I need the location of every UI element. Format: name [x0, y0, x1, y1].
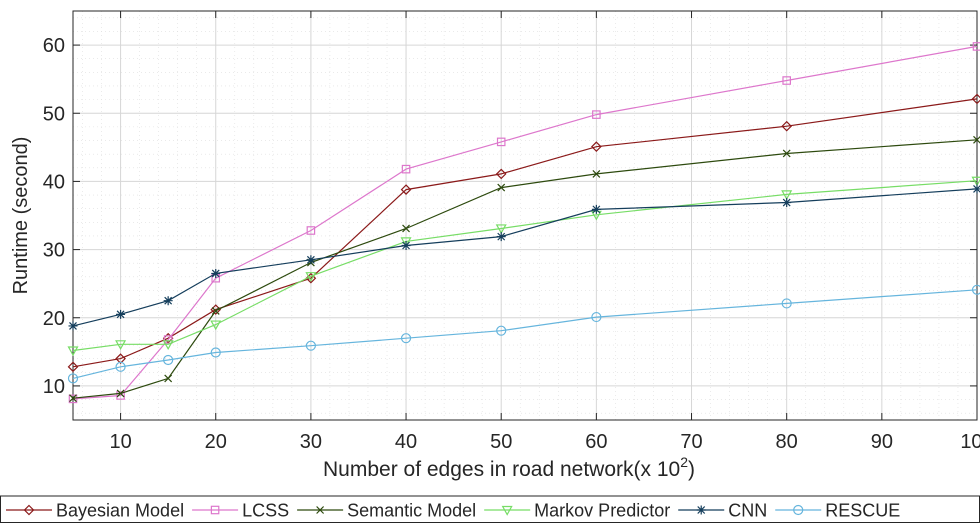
x-tick-label: 90 [871, 431, 893, 453]
x-tick-label: 70 [680, 431, 702, 453]
data-point-cnn [402, 241, 411, 250]
x-axis-label: Number of edges in road network(x 102) [323, 454, 695, 481]
y-tick-label: 60 [43, 35, 65, 57]
y-tick-label: 10 [43, 376, 65, 398]
data-point-cnn [211, 269, 220, 278]
x-tick-label: 10 [109, 431, 131, 453]
x-tick-label: 30 [300, 431, 322, 453]
y-tick-label: 50 [43, 103, 65, 125]
legend-label-semantic-model: Semantic Model [347, 501, 476, 521]
y-tick-label: 30 [43, 240, 65, 262]
x-tick-label: 60 [585, 431, 607, 453]
data-point-cnn [782, 198, 791, 207]
legend-marker-cnn [697, 506, 706, 515]
y-tick-label: 40 [43, 171, 65, 193]
x-axis-label-close: ) [688, 458, 695, 481]
data-point-cnn [116, 310, 125, 319]
data-point-cnn [592, 205, 601, 214]
legend-label-rescue: RESCUE [825, 501, 900, 521]
x-tick-label: 100 [960, 431, 980, 453]
data-point-cnn [497, 232, 506, 241]
data-point-cnn [164, 296, 173, 305]
legend-label-cnn: CNN [728, 501, 767, 521]
x-tick-label: 40 [395, 431, 417, 453]
x-axis-label-main: Number of edges in road network(x 10 [323, 458, 680, 481]
y-axis-label: Runtime (second) [10, 137, 32, 295]
y-tick-label: 20 [43, 308, 65, 330]
data-point-cnn [69, 321, 78, 330]
legend-items: Bayesian Model LCSS Semantic Model Markov P… [6, 501, 900, 521]
x-tick-label: 50 [490, 431, 512, 453]
legend-label-bayesian-model: Bayesian Model [56, 501, 184, 521]
x-tick-label: 20 [205, 431, 227, 453]
legend: Bayesian Model LCSS Semantic Model Markov P… [1, 496, 980, 523]
x-tick-label: 80 [776, 431, 798, 453]
data-point-cnn [306, 255, 315, 264]
legend-label-lcss: LCSS [242, 501, 289, 521]
x-axis-label-superscript: 2 [680, 454, 688, 470]
legend-label-markov-predictor: Markov Predictor [534, 501, 670, 521]
